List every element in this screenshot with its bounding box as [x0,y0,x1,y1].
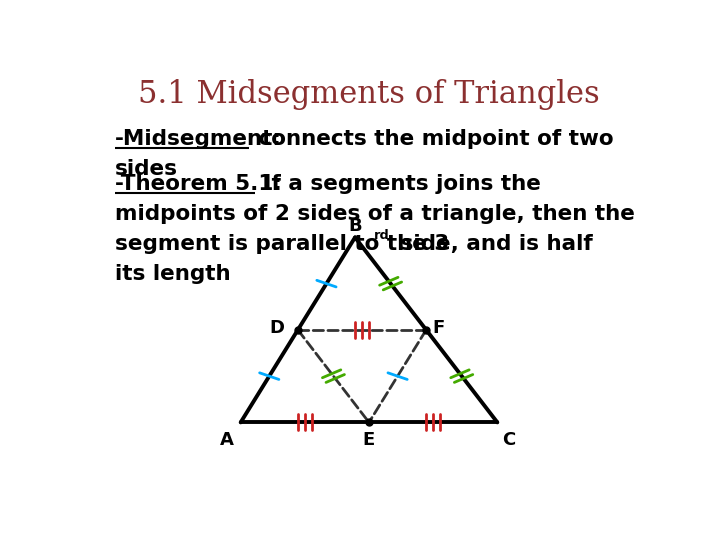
Text: If a segments joins the: If a segments joins the [256,174,541,194]
Text: -Midsegment:: -Midsegment: [115,129,282,149]
Text: side, and is half: side, and is half [393,234,593,254]
Text: B: B [348,217,362,235]
Text: sides: sides [115,159,178,179]
Text: F: F [432,319,444,337]
Text: midpoints of 2 sides of a triangle, then the: midpoints of 2 sides of a triangle, then… [115,204,635,224]
Text: D: D [269,319,284,337]
Text: rd: rd [374,228,390,241]
Text: 5.1 Midsegments of Triangles: 5.1 Midsegments of Triangles [138,79,600,110]
Text: A: A [220,431,234,449]
Text: -Theorem 5.1:: -Theorem 5.1: [115,174,282,194]
Text: its length: its length [115,264,230,284]
Text: E: E [363,431,375,449]
Text: C: C [502,431,515,449]
Text: segment is parallel to the 3: segment is parallel to the 3 [115,234,449,254]
Text: connects the midpoint of two: connects the midpoint of two [251,129,613,149]
